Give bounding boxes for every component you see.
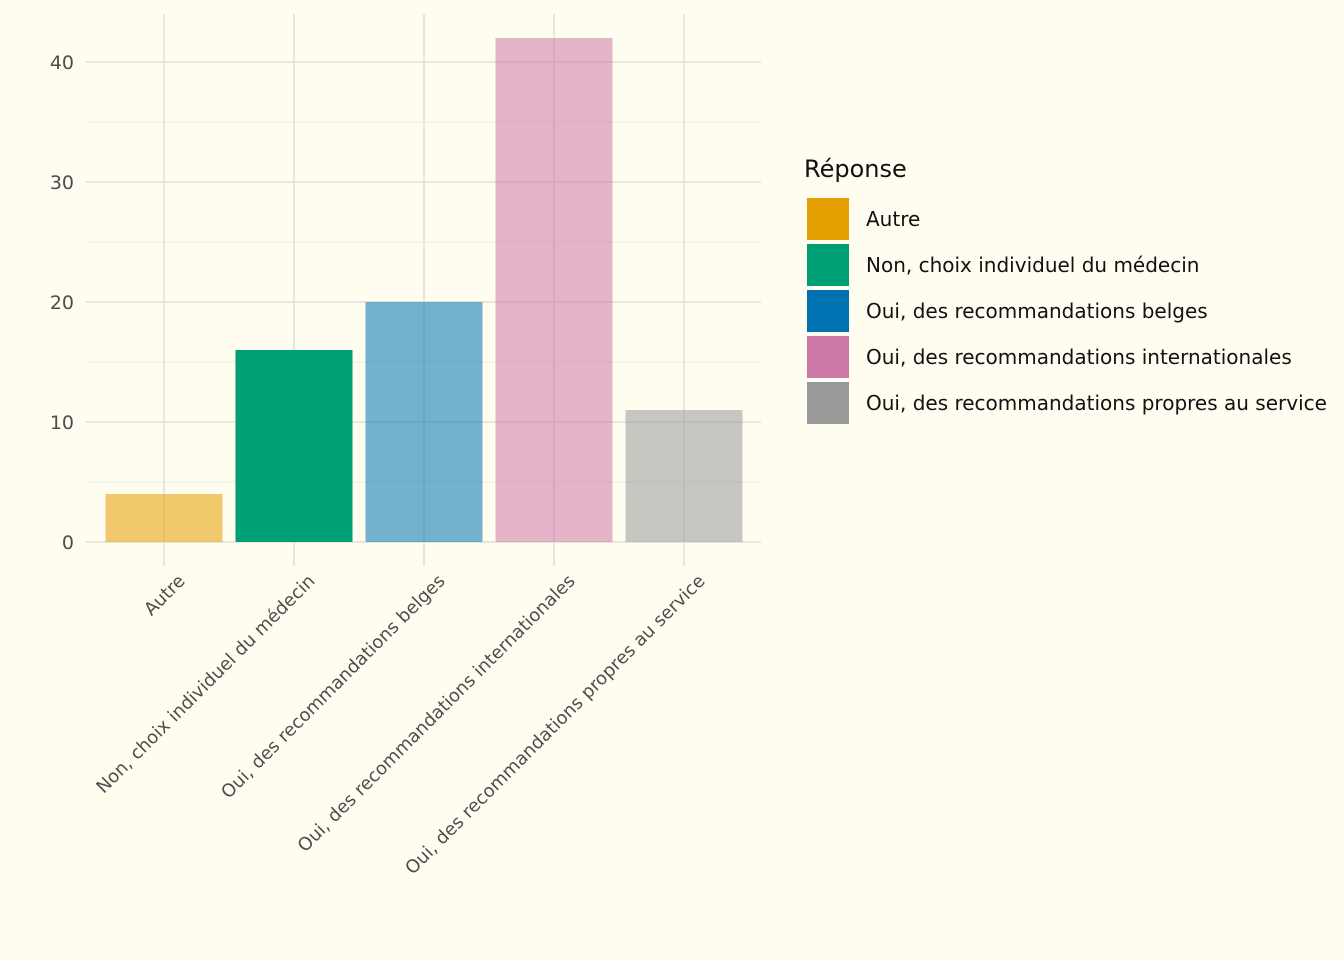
bars: [105, 38, 743, 542]
legend-swatch: [807, 382, 849, 424]
legend-entry-label: Oui, des recommandations propres au serv…: [866, 391, 1327, 415]
legend-entry-label: Oui, des recommandations belges: [866, 299, 1208, 323]
legend-swatch: [807, 290, 849, 332]
y-tick-label: 20: [50, 292, 74, 314]
y-tick-label: 40: [50, 52, 74, 74]
legend: Réponse Autre Non, choix individuel du mé…: [804, 155, 1327, 424]
bar: [105, 494, 223, 542]
bar: [625, 410, 743, 542]
legend-entry-label: Oui, des recommandations internationales: [866, 345, 1292, 369]
legend-entry-label: Autre: [866, 207, 920, 231]
bar: [235, 350, 353, 542]
legend-swatch: [807, 198, 849, 240]
y-tick-label: 10: [50, 412, 74, 434]
y-tick-label: 30: [50, 172, 74, 194]
y-axis-ticks: 0 10 20 30 40: [50, 52, 74, 554]
legend-entry-label: Non, choix individuel du médecin: [866, 253, 1199, 277]
legend-title: Réponse: [804, 155, 907, 183]
legend-swatch: [807, 336, 849, 378]
bar: [495, 38, 613, 542]
bar: [365, 302, 483, 542]
y-tick-label: 0: [62, 532, 74, 554]
legend-swatch: [807, 244, 849, 286]
